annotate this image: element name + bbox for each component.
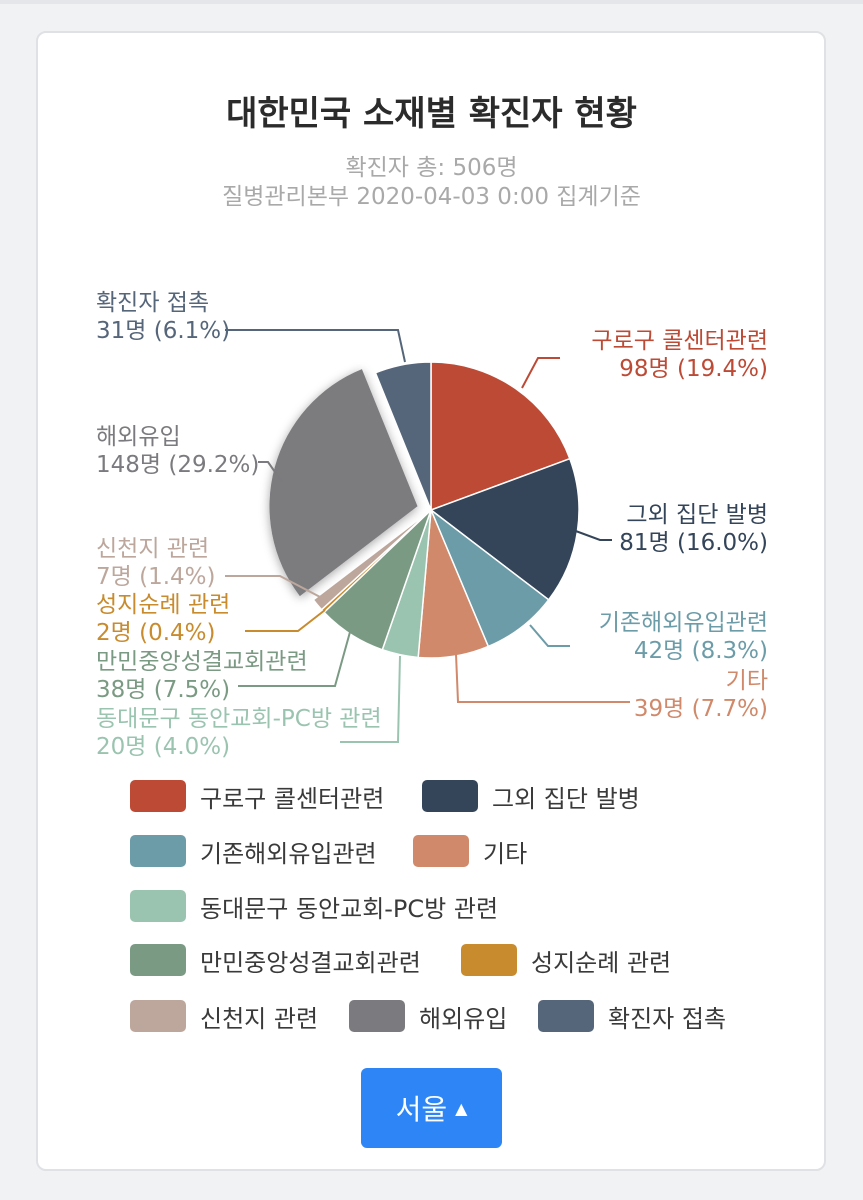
slice-value-label: 98명 (19.4%) <box>619 356 768 382</box>
legend-item[interactable]: 기존해외유입관련 <box>130 833 377 869</box>
slice-value-label: 148명 (29.2%) <box>96 452 259 478</box>
slice-name-label: 기존해외유입관련 <box>599 610 768 636</box>
slice-name-label: 동대문구 동안교회-PC방 관련 <box>96 706 382 732</box>
legend-swatch <box>130 780 186 812</box>
legend-label: 기타 <box>483 839 528 868</box>
legend-label: 그외 집단 발병 <box>492 784 640 813</box>
legend-item[interactable]: 확진자 접촉 <box>538 998 726 1034</box>
legend-label: 만민중앙성결교회관련 <box>200 948 421 977</box>
slice-connector-line <box>225 329 406 363</box>
slice-value-label: 2명 (0.4%) <box>96 620 215 646</box>
legend-swatch <box>130 1000 186 1032</box>
chart-title: 대한민국 소재별 확진자 현황 <box>226 94 637 134</box>
legend-swatch <box>413 835 469 867</box>
slice-connector-line <box>340 655 401 743</box>
slice-name-label: 그외 집단 발병 <box>626 502 768 528</box>
legend-item[interactable]: 구로구 콜센터관련 <box>130 778 384 814</box>
pie-slice[interactable] <box>269 369 418 597</box>
legend-label: 성지순례 관련 <box>531 948 672 977</box>
slice-name-label: 만민중앙성결교회관련 <box>96 649 308 675</box>
legend-label: 해외유입 <box>419 1004 508 1033</box>
legend-label: 동대문구 동안교회-PC방 관련 <box>200 894 499 923</box>
pie-slice[interactable] <box>430 361 571 512</box>
slice-name-label: 확진자 접촉 <box>96 290 209 316</box>
slice-connector-line <box>245 609 326 632</box>
slice-connector-line <box>455 653 630 703</box>
legend-item[interactable]: 해외유입 <box>349 998 507 1034</box>
legend-item[interactable]: 기타 <box>413 833 527 869</box>
top-divider <box>0 0 863 4</box>
slice-connector-line <box>258 461 283 483</box>
legend-swatch <box>422 780 478 812</box>
chart-subtitle-source: 질병관리본부 2020-04-03 0:00 집계기준 <box>222 184 641 210</box>
legend-label: 기존해외유입관련 <box>200 839 377 868</box>
legend-item[interactable]: 동대문구 동안교회-PC방 관련 <box>130 888 498 924</box>
slice-connector-line <box>521 357 560 389</box>
slice-value-label: 81명 (16.0%) <box>619 530 768 556</box>
legend-swatch <box>349 1000 405 1032</box>
slice-name-label: 해외유입 <box>96 424 181 450</box>
pie-slice[interactable] <box>312 509 432 611</box>
legend-swatch <box>461 944 517 976</box>
slice-connector-line <box>225 575 323 599</box>
caret-up-icon: ▲ <box>455 1098 468 1118</box>
region-select-button[interactable]: 서울 ▲ <box>361 1068 502 1148</box>
legend-swatch <box>130 890 186 922</box>
legend-label: 구로구 콜센터관련 <box>200 784 385 813</box>
pie-slice[interactable] <box>374 361 432 511</box>
slice-value-label: 42명 (8.3%) <box>634 638 768 664</box>
legend-label: 확진자 접촉 <box>608 1004 727 1033</box>
slice-value-label: 38명 (7.5%) <box>96 677 230 703</box>
slice-value-label: 7명 (1.4%) <box>96 564 215 590</box>
legend-item[interactable]: 그외 집단 발병 <box>422 778 640 814</box>
slice-name-label: 구로구 콜센터관련 <box>591 328 768 354</box>
legend-swatch <box>130 835 186 867</box>
slice-value-label: 20명 (4.0%) <box>96 734 230 760</box>
slice-name-label: 신천지 관련 <box>96 536 209 562</box>
legend-label: 신천지 관련 <box>200 1004 319 1033</box>
slice-connector-line <box>238 631 351 687</box>
slice-value-label: 31명 (6.1%) <box>96 318 230 344</box>
legend-item[interactable]: 신천지 관련 <box>130 998 318 1034</box>
legend-swatch <box>130 944 186 976</box>
slice-name-label: 성지순례 관련 <box>96 592 230 618</box>
legend-item[interactable]: 성지순례 관련 <box>461 942 671 978</box>
legend-item[interactable]: 만민중앙성결교회관련 <box>130 942 421 978</box>
slice-connector-line <box>529 624 570 647</box>
slice-name-label: 기타 <box>726 668 768 694</box>
slice-connector-line <box>572 529 612 541</box>
legend-swatch <box>538 1000 594 1032</box>
region-button-label: 서울 <box>395 1093 448 1126</box>
chart-subtitle-total: 확진자 총: 506명 <box>345 155 518 181</box>
slice-value-label: 39명 (7.7%) <box>634 696 768 722</box>
